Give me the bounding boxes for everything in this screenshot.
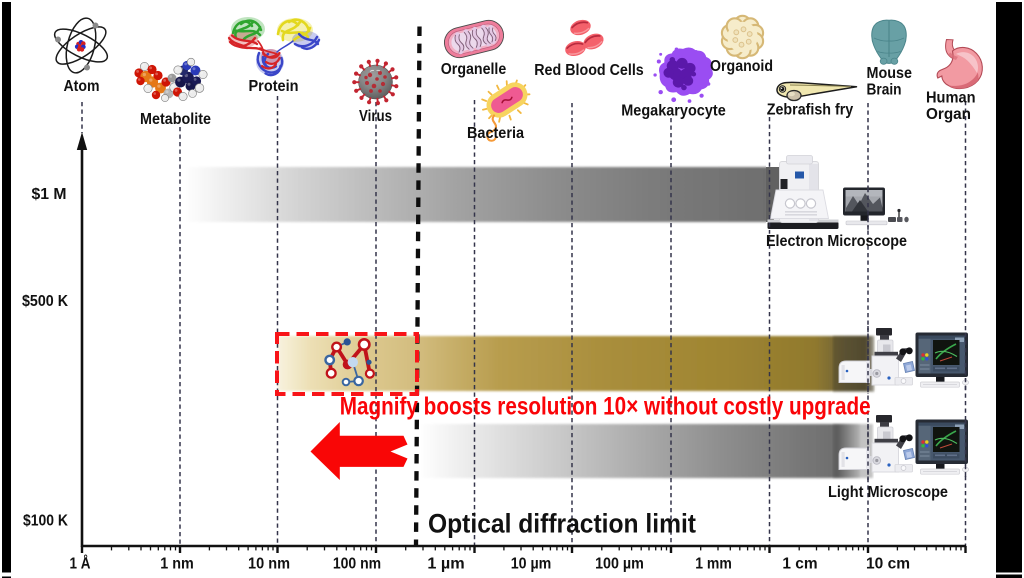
svg-text:Virus: Virus — [359, 108, 392, 125]
svg-text:10 µm: 10 µm — [511, 556, 552, 573]
svg-text:Zebrafish fry: Zebrafish fry — [767, 102, 854, 119]
svg-text:Mouse: Mouse — [867, 65, 913, 82]
svg-text:Megakaryocyte: Megakaryocyte — [621, 103, 726, 120]
svg-text:Human: Human — [926, 90, 976, 107]
svg-text:1 µm: 1 µm — [427, 556, 464, 573]
svg-text:Electron Microscope: Electron Microscope — [766, 233, 907, 250]
svg-text:Organ: Organ — [926, 106, 971, 123]
svg-text:1 mm: 1 mm — [695, 556, 732, 573]
svg-text:$1 M: $1 M — [32, 186, 67, 203]
svg-text:$100 K: $100 K — [23, 513, 69, 530]
svg-text:Light Microscope: Light Microscope — [828, 484, 948, 501]
svg-text:10 nm: 10 nm — [248, 556, 290, 573]
svg-text:Protein: Protein — [249, 78, 299, 95]
svg-text:Bacteria: Bacteria — [467, 125, 524, 142]
svg-text:1 Å: 1 Å — [70, 554, 91, 573]
svg-text:Red Blood Cells: Red Blood Cells — [534, 62, 644, 79]
svg-text:100 µm: 100 µm — [595, 556, 644, 573]
svg-text:Brain: Brain — [867, 82, 902, 99]
svg-text:Optical diffraction limit: Optical diffraction limit — [428, 508, 696, 538]
svg-text:100 nm: 100 nm — [333, 556, 381, 573]
svg-text:Organoid: Organoid — [710, 58, 773, 75]
svg-text:Atom: Atom — [64, 78, 100, 95]
svg-text:1 nm: 1 nm — [160, 556, 194, 573]
svg-text:1 cm: 1 cm — [782, 556, 817, 573]
svg-text:Metabolite: Metabolite — [140, 111, 211, 128]
svg-text:10 cm: 10 cm — [866, 556, 910, 573]
svg-text:Magnify boosts resolution 10×: Magnify boosts resolution 10× without co… — [340, 393, 871, 421]
svg-text:$500 K: $500 K — [22, 293, 69, 310]
svg-text:Organelle: Organelle — [441, 61, 507, 78]
